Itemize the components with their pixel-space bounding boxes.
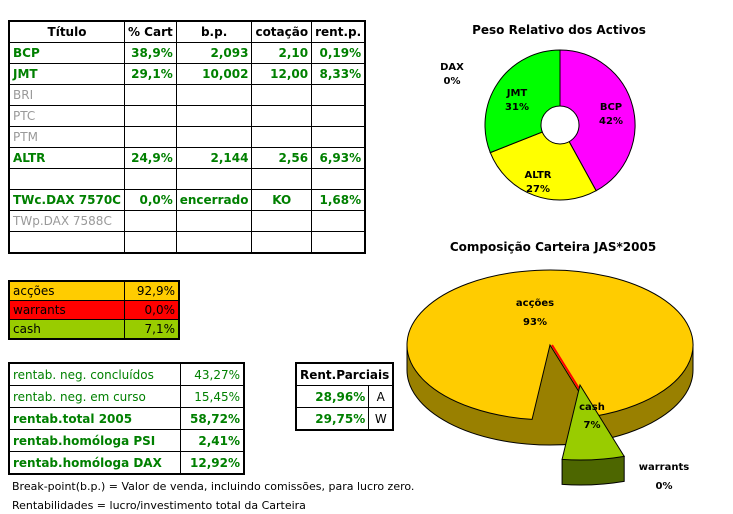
pie3d-title: Composição Carteira JAS*2005 — [450, 240, 656, 254]
allocation-value: 0,0% — [124, 300, 180, 320]
pie3d-value: 0% — [656, 481, 673, 492]
table-row: BCP 38,9% 2,093 2,10 0,19% — [8, 42, 366, 64]
allocation-label: acções — [8, 280, 125, 301]
table-row: PTC — [8, 105, 366, 127]
bp-cell: 10,002 — [175, 63, 253, 85]
title-cell: PTM — [8, 126, 125, 148]
returns-row: rentab.homóloga DAX 12,92% — [8, 451, 245, 475]
pie3d-slice-accoes — [406, 269, 694, 420]
donut-value: 31% — [505, 102, 529, 113]
returns-value: 12,92% — [180, 451, 245, 475]
pie3d-value: 93% — [523, 317, 547, 328]
title-cell: JMT — [8, 63, 125, 85]
bp-cell — [175, 210, 253, 232]
partial-value: 28,96% — [295, 385, 370, 408]
cotacao-cell — [251, 231, 313, 254]
pie3d-side-cash — [561, 455, 625, 486]
table-row: TWc.DAX 7570C 0,0% encerrado KO 1,68% — [8, 189, 366, 211]
allocation-row: acções 92,9% — [8, 280, 180, 301]
allocation-value: 7,1% — [124, 319, 180, 340]
donut-value: 27% — [526, 184, 550, 195]
returns-row: rentab.homóloga PSI 2,41% — [8, 429, 245, 452]
pie3d-value: 7% — [584, 420, 601, 431]
partial-code: A — [368, 385, 394, 408]
table-row: JMT 29,1% 10,002 12,00 8,33% — [8, 63, 366, 85]
returns-label: rentab.homóloga PSI — [8, 429, 181, 452]
table-row: TWp.DAX 7588C — [8, 210, 366, 232]
header-row: Título % Cart b.p. cotação rent.p. — [8, 20, 366, 43]
returns-value: 58,72% — [180, 407, 245, 430]
title-cell: TWc.DAX 7570C — [8, 189, 125, 211]
rent-cell: 8,33% — [311, 63, 366, 85]
cotacao-cell: 12,00 — [251, 63, 313, 85]
allocation-row: warrants 0,0% — [8, 300, 180, 320]
rent-cell: 0,19% — [311, 42, 366, 64]
title-cell — [8, 231, 125, 254]
donut-label: JMT — [506, 88, 528, 99]
rent-cell — [311, 231, 366, 254]
header-cart: % Cart — [123, 20, 177, 43]
partial-title: Rent.Parciais — [295, 362, 394, 386]
cotacao-cell: KO — [251, 189, 313, 211]
title-cell: ALTR — [8, 147, 125, 169]
holdings-table: Título % Cart b.p. cotação rent.p. BCP 38… — [8, 20, 367, 254]
donut-slice-altr — [489, 124, 597, 201]
rent-cell — [311, 210, 366, 232]
returns-value: 2,41% — [180, 429, 245, 452]
partial-value: 29,75% — [295, 407, 370, 431]
pie3d-slice-cash — [561, 383, 626, 461]
cotacao-cell — [251, 210, 313, 232]
partial-returns-table: Rent.Parciais 28,96% A 29,75% W — [295, 362, 395, 431]
bp-cell — [175, 231, 253, 254]
table-row: BRI — [8, 84, 366, 106]
pie3d-label: cash — [579, 402, 605, 413]
returns-table: rentab. neg. concluídos 43,27% rentab. neg… — [8, 362, 245, 475]
allocation-table: acções 92,9% warrants 0,0% cash 7,1% — [8, 280, 180, 340]
returns-label: rentab.homóloga DAX — [8, 451, 181, 475]
donut-label: ALTR — [525, 170, 552, 181]
donut-slice-bcp — [559, 49, 636, 192]
pie3d-label: acções — [516, 298, 554, 309]
rent-cell: 1,68% — [311, 189, 366, 211]
donut-hole — [540, 105, 580, 145]
note-break-point: Break-point(b.p.) = Valor de venda, incl… — [12, 480, 415, 493]
cotacao-cell: 2,56 — [251, 147, 313, 169]
pie3d-label: warrants — [639, 462, 689, 473]
donut-label: DAX — [440, 62, 464, 73]
partial-code: W — [368, 407, 394, 431]
donut-value: 42% — [599, 116, 623, 127]
title-cell: TWp.DAX 7588C — [8, 210, 125, 232]
allocation-label: warrants — [8, 300, 125, 320]
donut-title: Peso Relativo dos Activos — [472, 23, 646, 37]
note-rentabilidades: Rentabilidades = lucro/investimento tota… — [12, 499, 306, 512]
header-rent: rent.p. — [311, 20, 366, 43]
donut-value: 0% — [444, 76, 461, 87]
allocation-label: cash — [8, 319, 125, 340]
donut-label: BCP — [600, 102, 622, 113]
table-row — [8, 231, 366, 254]
allocation-row: cash 7,1% — [8, 319, 180, 340]
